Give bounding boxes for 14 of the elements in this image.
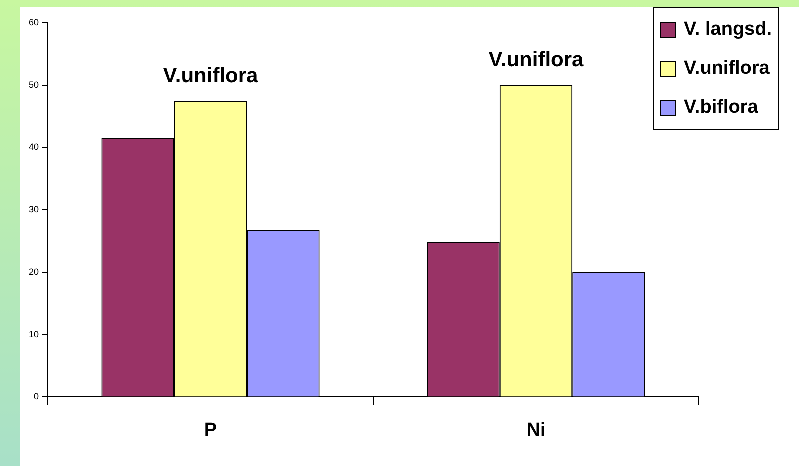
x-tick-label: P (204, 420, 218, 441)
annotation: V.uniflora (163, 64, 259, 88)
y-tick-label: 40 (28, 142, 40, 152)
y-tick-label: 30 (28, 204, 40, 215)
legend-label: V.biflora (684, 96, 758, 120)
annotation: V.uniflora (488, 48, 584, 72)
legend-label: V. langsd. (684, 18, 772, 42)
y-tick-label: 10 (28, 329, 40, 340)
y-tick-label: 0 (34, 392, 40, 402)
y-tick-label: 20 (28, 266, 40, 277)
y-tick-label: 50 (28, 80, 40, 90)
y-tick-label: 60 (28, 17, 40, 28)
legend-label: V.uniflora (684, 57, 770, 81)
x-tick-label: Ni (526, 420, 546, 441)
